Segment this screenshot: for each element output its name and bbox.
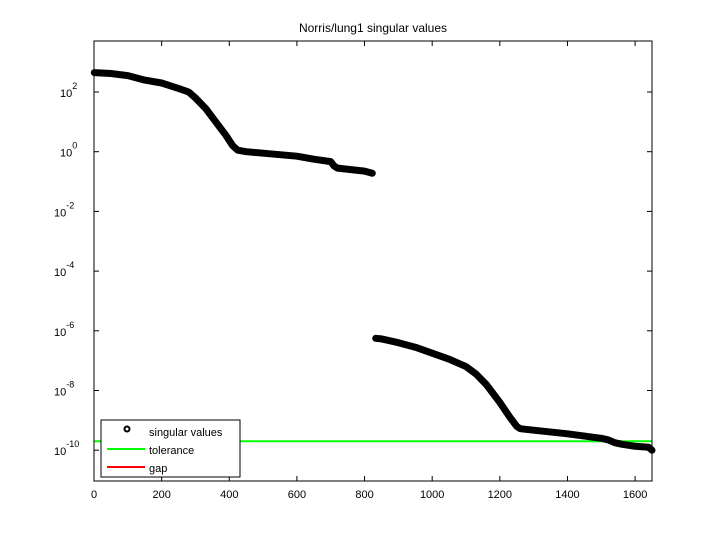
y-tick-label: 102	[60, 81, 77, 100]
x-tick-label: 0	[91, 489, 97, 501]
legend-label: gap	[149, 463, 167, 475]
x-tick-label: 600	[288, 489, 306, 501]
y-tick-label: 100	[60, 141, 77, 160]
x-tick-label: 200	[152, 489, 170, 501]
singular-values-segment-1	[90, 69, 376, 177]
y-tick-label: 10-10	[54, 439, 79, 458]
y-tick-label: 10-6	[54, 320, 74, 339]
y-tick-label: 10-4	[54, 260, 74, 279]
x-tick-label: 1600	[623, 489, 647, 501]
x-tick-label: 400	[220, 489, 238, 501]
singular-values-segment-2	[372, 334, 656, 454]
x-tick-label: 1000	[420, 489, 444, 501]
chart-title: Norris/lung1 singular values	[298, 21, 448, 35]
y-tick-label: 10-8	[54, 380, 74, 399]
axes-box	[93, 40, 653, 482]
legend-label: tolerance	[149, 445, 194, 457]
legend-label: singular values	[149, 427, 223, 439]
legend-marker-singular-values	[123, 425, 131, 433]
x-tick-label: 1400	[555, 489, 579, 501]
y-tick-label: 10-2	[54, 200, 74, 219]
x-tick-label: 1200	[488, 489, 512, 501]
x-tick-label: 800	[355, 489, 373, 501]
